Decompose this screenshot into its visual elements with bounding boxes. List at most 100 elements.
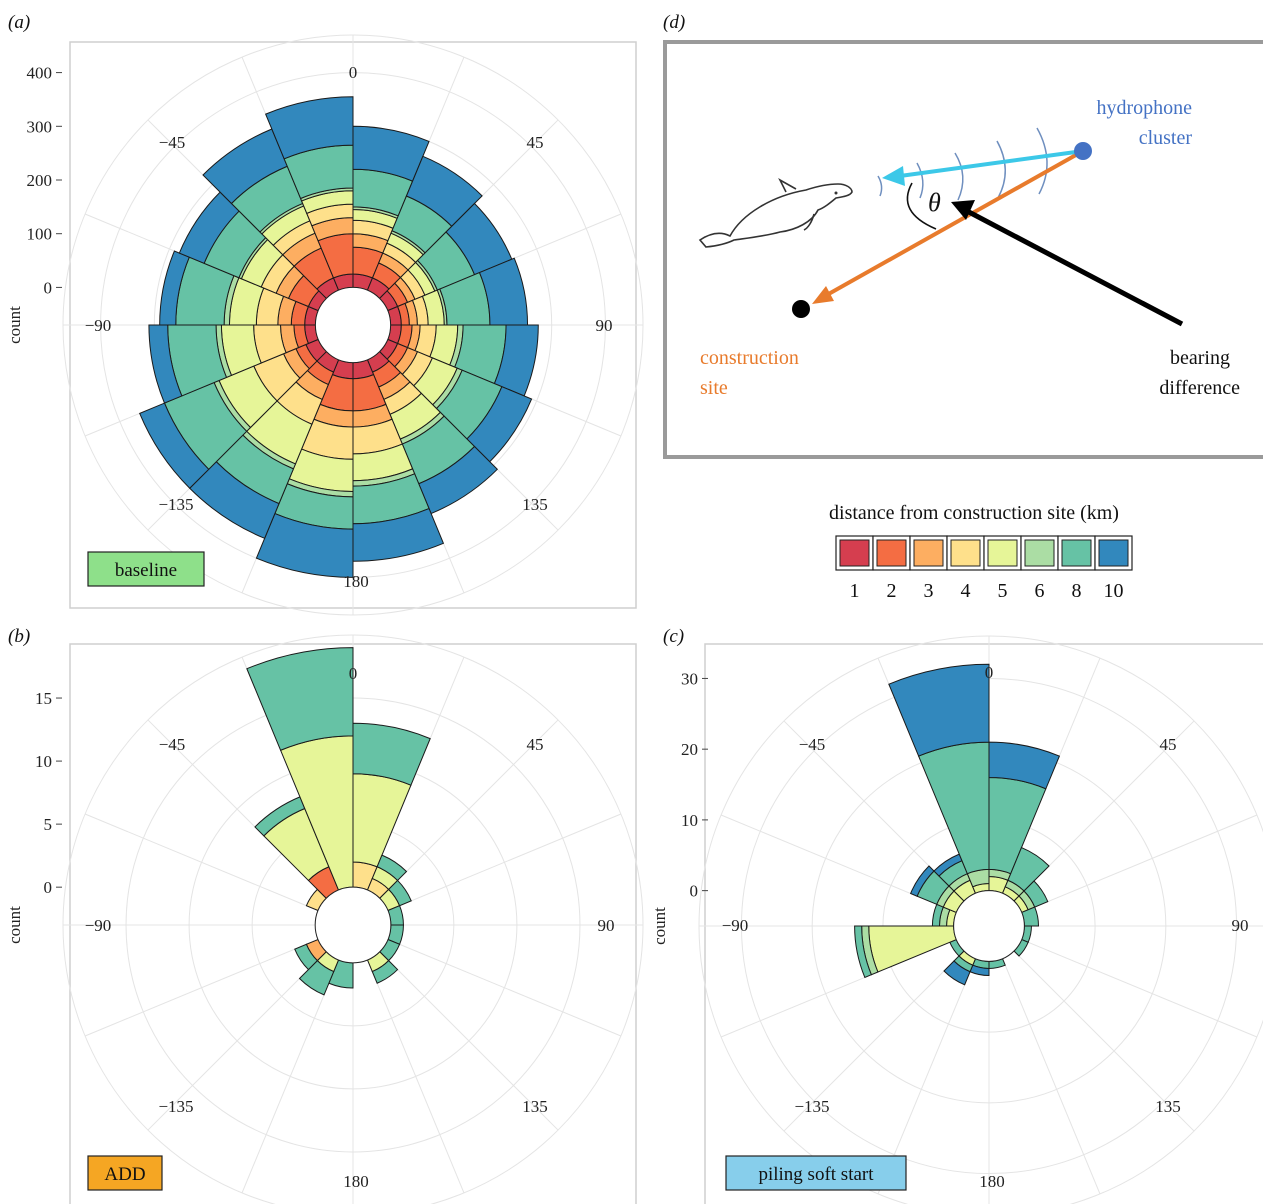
sound-wave-arcs xyxy=(877,127,1048,201)
angle-label: −45 xyxy=(159,133,186,152)
hydrophone-label-line2: cluster xyxy=(1139,127,1193,149)
angle-label: 45 xyxy=(527,133,544,152)
grid-spoke xyxy=(1002,958,1101,1195)
grid-spoke xyxy=(367,959,465,1194)
angle-label: 180 xyxy=(343,1172,369,1191)
bar-segment-10km xyxy=(352,125,430,182)
bar-segment-8km xyxy=(298,959,335,996)
grid-spoke xyxy=(387,813,622,911)
panel-label-c: (c) xyxy=(663,626,684,647)
condition-badge xyxy=(87,1155,163,1191)
y-tick-label: 100 xyxy=(27,225,53,244)
condition-badge xyxy=(725,1155,907,1191)
grid-spoke xyxy=(241,959,339,1194)
angle-label: 0 xyxy=(349,63,358,82)
legend-swatch-3km xyxy=(913,539,944,567)
y-tick-label: 10 xyxy=(681,811,698,830)
bar-segment-8km xyxy=(371,959,399,984)
y-tick-label: 300 xyxy=(27,117,53,136)
legend-label: 1 xyxy=(850,580,860,602)
legend-swatch-6km xyxy=(1024,539,1055,567)
panel-label-a: (a) xyxy=(8,12,30,33)
site-bearing-arrow xyxy=(824,149,1084,298)
legend-label: 10 xyxy=(1104,580,1124,602)
angle-label: 135 xyxy=(522,495,548,514)
angle-label: −45 xyxy=(159,735,186,754)
bearing-difference-label-line1: bearing xyxy=(1170,347,1230,369)
angle-label: 45 xyxy=(1160,735,1177,754)
bar-segment-8km xyxy=(294,943,319,971)
bar-segment-10km xyxy=(255,512,354,578)
legend-swatch-5km xyxy=(987,539,1018,567)
condition-label: baseline xyxy=(115,560,177,581)
legend-swatch-1km xyxy=(839,539,870,567)
grid-spoke xyxy=(1013,950,1195,1132)
angle-label: −90 xyxy=(85,916,112,935)
theta-arc xyxy=(906,182,937,230)
bar-segment-10km xyxy=(159,250,190,326)
porpoise-bearing-arrow xyxy=(899,149,1084,178)
angle-label: 180 xyxy=(979,1172,1005,1191)
bar-segment-8km xyxy=(1007,846,1050,892)
angle-label: 135 xyxy=(522,1097,548,1116)
theta-label: θ xyxy=(928,188,941,217)
center-hole xyxy=(314,886,392,964)
y-tick-label: 5 xyxy=(44,815,53,834)
grid-spoke xyxy=(84,813,319,911)
angle-label: 135 xyxy=(1155,1097,1181,1116)
bearing-difference-label-line2: difference xyxy=(1159,377,1240,399)
bar-segment-10km xyxy=(148,324,183,404)
site-arrowhead xyxy=(812,286,834,304)
y-tick-label: 0 xyxy=(44,278,53,297)
angle-label: 90 xyxy=(1232,916,1249,935)
y-axis-label: count xyxy=(5,306,24,344)
grid-spoke xyxy=(783,950,965,1132)
bar-segment-10km xyxy=(265,96,354,160)
grid-spoke xyxy=(877,958,976,1195)
construction-site-point xyxy=(792,300,810,318)
grid-spoke xyxy=(379,719,559,899)
angle-label: 90 xyxy=(596,316,613,335)
hydrophone-cluster-point xyxy=(1074,142,1092,160)
bar-segment-10km xyxy=(909,865,935,897)
angle-label: −45 xyxy=(799,735,826,754)
angle-label: −135 xyxy=(158,495,193,514)
bar-segment-8km xyxy=(1023,880,1049,908)
y-axis-label: count xyxy=(5,906,24,944)
bar-segment-8km xyxy=(376,854,408,882)
grid-spoke xyxy=(387,939,622,1037)
grid-spoke xyxy=(84,939,319,1037)
y-tick-label: 0 xyxy=(44,878,53,897)
polar-chart-baseline: 0 100 200 300 400 count 0 45 90 135 180 −135 −90 −45 b… xyxy=(5,34,644,616)
bar-segment-8km xyxy=(352,722,431,786)
bar-segment-10km xyxy=(405,155,483,227)
y-tick-label: 20 xyxy=(681,740,698,759)
panel-label-b: (b) xyxy=(8,626,30,647)
grid-spoke xyxy=(147,951,327,1131)
condition-label: ADD xyxy=(104,1164,145,1185)
construction-site-label-line1: construction xyxy=(700,347,799,369)
legend-swatches: 1 2 3 4 5 6 8 10 xyxy=(835,535,1133,602)
legend-label: 3 xyxy=(924,580,934,602)
construction-site-label-line2: site xyxy=(700,377,728,399)
legend-swatch-10km xyxy=(1098,539,1129,567)
legend-swatch-8km xyxy=(1061,539,1092,567)
bar-segment-8km xyxy=(854,925,873,979)
y-tick-label: 30 xyxy=(681,669,698,688)
hydrophone-label-line1: hydrophone xyxy=(1096,97,1192,119)
legend-swatch-4km xyxy=(950,539,981,567)
bearing-difference-arrowhead xyxy=(951,200,975,220)
legend-label: 5 xyxy=(998,580,1008,602)
condition-label: piling soft start xyxy=(758,1164,874,1185)
y-tick-label: 400 xyxy=(27,64,53,83)
angle-label: 90 xyxy=(598,916,615,935)
distance-legend: distance from construction site (km) 1 2 3… xyxy=(829,502,1133,602)
bar-segment-10km xyxy=(888,663,990,757)
polar-chart-add: 0 5 10 15 count 0 45 90 135 180 −135 −90 −45 ADD xyxy=(5,634,644,1204)
grid-spoke xyxy=(1021,939,1258,1038)
angle-label: 45 xyxy=(527,735,544,754)
legend-label: 2 xyxy=(887,580,897,602)
legend-label: 6 xyxy=(1035,580,1045,602)
center-hole xyxy=(953,890,1025,962)
